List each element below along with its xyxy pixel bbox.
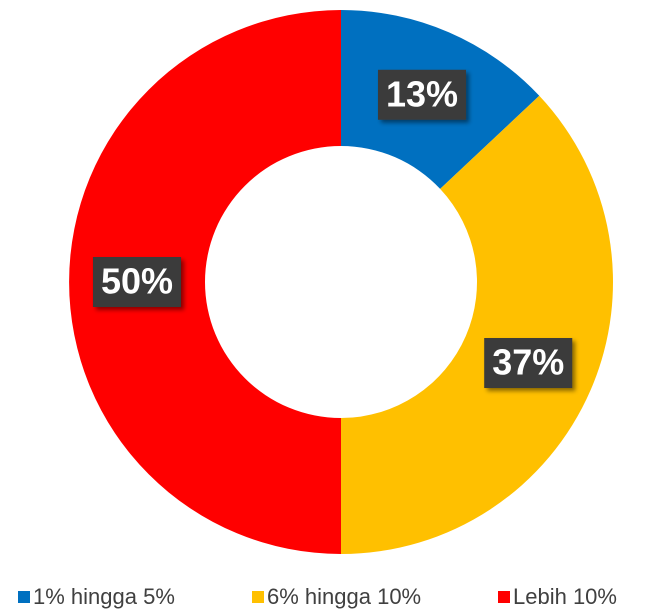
data-label: 13% [377,69,467,120]
value-label: 37% [492,342,564,383]
label-box [377,69,467,120]
legend-swatch [18,591,30,603]
legend-label: 1% hingga 5% [33,584,175,609]
donut-slice [341,95,613,554]
legend-label: 6% hingga 10% [267,584,421,609]
value-label: 13% [386,73,458,114]
legend-label: Lebih 10% [513,584,617,609]
label-box [484,338,573,389]
value-label: 50% [101,261,173,302]
label-box [92,257,182,307]
legend-swatch [498,591,510,603]
legend-swatch [252,591,264,603]
donut-slice [69,10,341,554]
data-label: 50% [92,257,182,307]
data-label: 37% [484,338,573,389]
